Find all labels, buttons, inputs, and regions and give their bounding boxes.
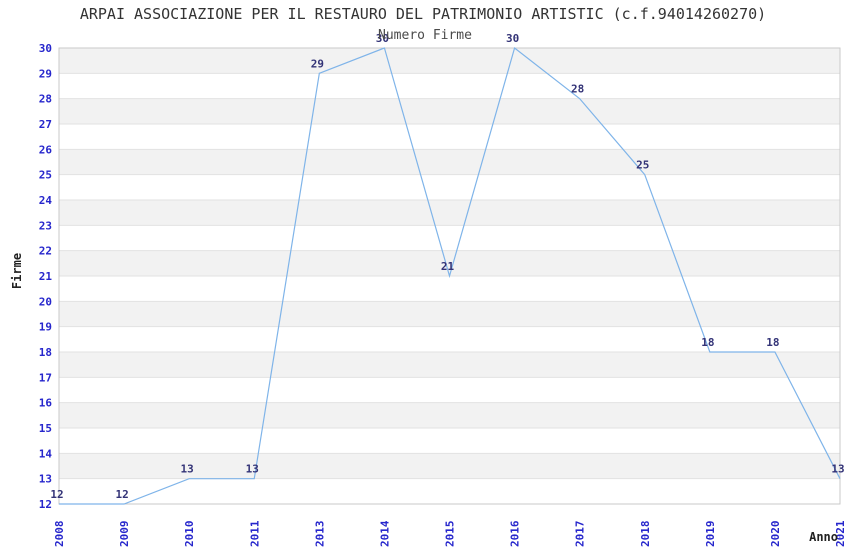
data-label: 28 <box>571 83 584 96</box>
data-line <box>59 46 841 505</box>
plot-band <box>59 48 840 74</box>
y-tick-label: 17 <box>39 371 52 384</box>
data-label: 30 <box>376 32 389 45</box>
y-tick-label: 13 <box>39 473 52 486</box>
plot-band <box>59 250 840 276</box>
data-label: 25 <box>636 159 649 172</box>
data-label: 13 <box>246 463 259 476</box>
data-label: 21 <box>441 260 455 273</box>
data-label: 13 <box>181 463 194 476</box>
x-tick-label: 2014 <box>378 520 391 547</box>
data-label: 29 <box>311 57 324 70</box>
data-label: 18 <box>701 336 714 349</box>
x-tick-label: 2019 <box>704 521 717 548</box>
data-label: 12 <box>115 488 128 501</box>
x-tick-label: 2016 <box>509 520 522 547</box>
chart-subtitle: Numero Firme <box>378 28 472 43</box>
plot-band <box>59 301 840 327</box>
x-tick-label: 2017 <box>574 521 587 548</box>
y-tick-label: 20 <box>39 295 52 308</box>
y-tick-label: 29 <box>39 67 52 80</box>
x-tick-label: 2018 <box>639 521 652 548</box>
y-axis-ticks: 12 13 14 15 16 17 18 19 20 21 22 23 24 25 26 27 28 29 30 <box>39 42 53 511</box>
plot-band <box>59 200 840 226</box>
plot-band <box>59 402 840 428</box>
data-label: 18 <box>766 336 779 349</box>
x-tick-label: 2021 <box>834 520 847 547</box>
y-tick-label: 26 <box>39 143 53 156</box>
gridlines <box>59 72 840 480</box>
plot-band <box>59 98 840 124</box>
x-axis-label: Anno <box>809 530 838 544</box>
y-tick-label: 21 <box>39 270 53 283</box>
y-axis-label: Firme <box>10 253 24 289</box>
x-tick-label: 2013 <box>313 521 326 548</box>
chart-title: ARPAI ASSOCIAZIONE PER IL RESTAURO DEL P… <box>80 5 766 23</box>
y-tick-label: 23 <box>39 219 52 232</box>
y-tick-label: 12 <box>39 498 52 511</box>
plot-band <box>59 453 840 479</box>
y-tick-label: 24 <box>39 194 53 207</box>
data-label: 13 <box>831 463 844 476</box>
y-tick-label: 14 <box>39 447 53 460</box>
x-tick-label: 2009 <box>118 521 131 548</box>
y-tick-label: 19 <box>39 321 52 334</box>
y-tick-label: 18 <box>39 346 52 359</box>
x-tick-label: 2008 <box>53 521 66 548</box>
x-tick-label: 2015 <box>444 521 457 548</box>
y-tick-label: 25 <box>39 169 52 182</box>
plot-border <box>58 47 841 505</box>
data-label: 12 <box>50 488 63 501</box>
data-label: 30 <box>506 32 519 45</box>
plot-band <box>59 149 840 175</box>
y-tick-label: 30 <box>39 42 52 55</box>
y-tick-label: 28 <box>39 93 52 106</box>
plot-band <box>59 352 840 378</box>
y-tick-label: 16 <box>39 397 53 410</box>
plot-bands <box>59 48 840 479</box>
x-tick-label: 2020 <box>769 521 782 548</box>
y-tick-label: 27 <box>39 118 52 131</box>
x-tick-label: 2010 <box>183 521 196 548</box>
y-tick-label: 15 <box>39 422 52 435</box>
x-tick-label: 2011 <box>248 520 261 547</box>
y-tick-label: 22 <box>39 245 52 258</box>
data-labels: 12 12 13 13 29 30 21 30 28 25 18 18 13 <box>50 32 844 501</box>
x-axis-ticks: 2008 2009 2010 2011 2013 2014 2015 2016 2017 2018… <box>53 520 847 547</box>
